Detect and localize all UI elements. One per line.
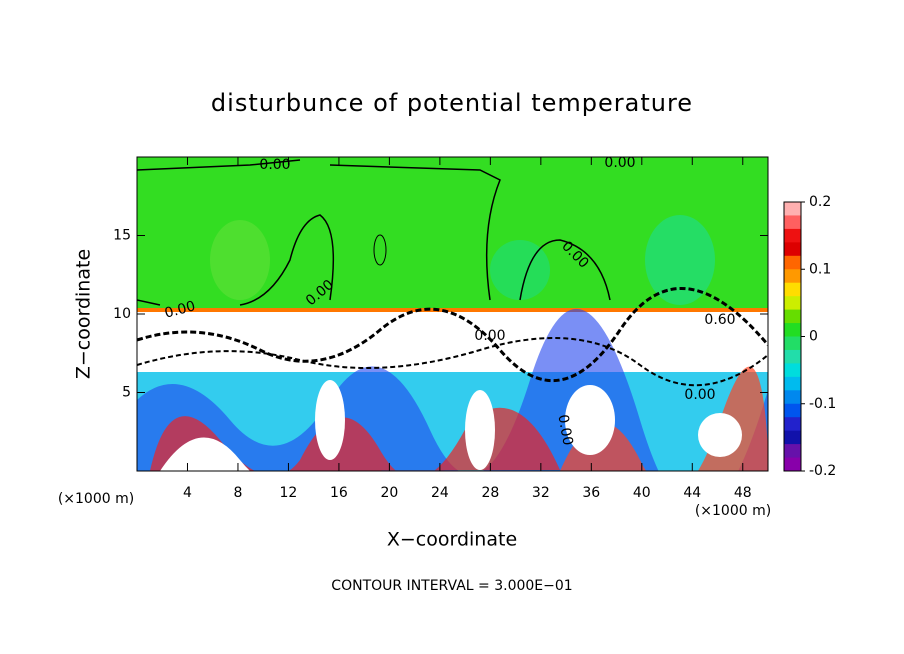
contour-label: 0.00 bbox=[684, 387, 715, 403]
colorbar-swatch bbox=[784, 296, 801, 311]
colorbar-tick-label: 0.1 bbox=[809, 261, 831, 277]
colorbar-swatch bbox=[784, 457, 801, 472]
x-tick-label: 44 bbox=[683, 485, 701, 501]
contour-label: 0.00 bbox=[163, 298, 197, 322]
colorbar-swatch bbox=[784, 255, 801, 270]
colorbar-tick-label: -0.1 bbox=[809, 396, 836, 412]
contour-label: 0.00 bbox=[259, 157, 290, 173]
x-tick-label: 28 bbox=[481, 485, 499, 501]
colorbar-tick-label: 0.2 bbox=[809, 194, 831, 210]
x-tick-label: 40 bbox=[633, 485, 651, 501]
x-axis-title: X−coordinate bbox=[387, 529, 517, 551]
y-axis-title: Z−coordinate bbox=[73, 249, 95, 379]
annotation: CONTOUR INTERVAL = 3.000E−01 bbox=[331, 578, 572, 594]
colorbar-swatch bbox=[784, 323, 801, 337]
contour-label: 0.00 bbox=[474, 328, 505, 344]
colorbar-swatch bbox=[784, 403, 801, 418]
colorbar-swatch bbox=[784, 309, 801, 324]
colorbar-swatch bbox=[784, 363, 801, 378]
colorbar-swatch bbox=[784, 390, 801, 405]
x-unit: (×1000 m) bbox=[695, 503, 771, 519]
x-tick-label: 24 bbox=[431, 485, 449, 501]
colorbar-swatch bbox=[784, 215, 801, 230]
colorbar-swatch bbox=[784, 228, 801, 243]
x-tick-label: 36 bbox=[582, 485, 600, 501]
x-tick-label: 16 bbox=[330, 485, 348, 501]
colorbar: 0.2 0.1 0 -0.1 -0.2 bbox=[783, 194, 836, 479]
y-tick-label: 15 bbox=[113, 228, 131, 244]
field bbox=[137, 157, 768, 471]
colorbar-swatch bbox=[784, 202, 801, 216]
chart-title: disturbunce of potential temperature bbox=[211, 89, 693, 117]
colorbar-swatch bbox=[784, 417, 801, 432]
colorbar-swatch bbox=[784, 336, 801, 351]
colorbar-tick-label: 0 bbox=[809, 329, 818, 345]
y-tick-label: 5 bbox=[122, 385, 131, 401]
x-tick-label: 20 bbox=[380, 485, 398, 501]
colorbar-swatch bbox=[784, 349, 801, 364]
colorbar-swatch bbox=[784, 430, 801, 445]
colorbar-swatch bbox=[784, 444, 801, 459]
x-tick-label: 12 bbox=[280, 485, 298, 501]
contour-label: 0.00 bbox=[604, 155, 635, 171]
contour-label: 0.60 bbox=[704, 312, 735, 328]
y-unit: (×1000 m) bbox=[58, 491, 134, 507]
colorbar-swatch bbox=[784, 282, 801, 297]
colorbar-swatch bbox=[784, 376, 801, 391]
x-tick-label: 48 bbox=[734, 485, 752, 501]
colorbar-swatch bbox=[784, 269, 801, 284]
x-tick-label: 32 bbox=[532, 485, 550, 501]
contour-label: 0.00 bbox=[554, 413, 575, 446]
colorbar-swatch bbox=[784, 242, 801, 257]
x-tick-label: 8 bbox=[233, 485, 242, 501]
x-tick-label: 4 bbox=[183, 485, 192, 501]
colorbar-tick-label: -0.2 bbox=[809, 463, 836, 479]
y-tick-label: 10 bbox=[113, 306, 131, 322]
